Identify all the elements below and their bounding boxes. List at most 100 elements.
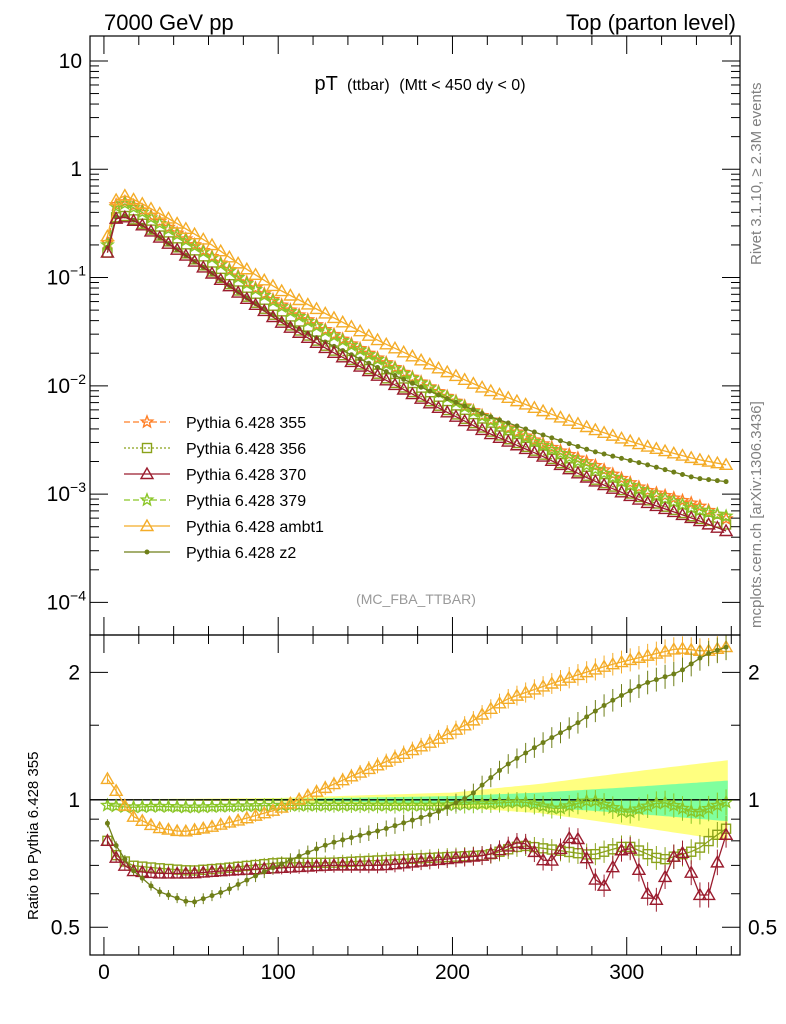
data-point (470, 407, 476, 413)
data-point (169, 242, 185, 255)
data-point (518, 441, 533, 455)
ratio-point (279, 861, 285, 867)
ratio-point (649, 646, 664, 659)
data-point (483, 413, 499, 428)
data-point (221, 263, 237, 278)
data-point (584, 446, 590, 452)
ratio-point (291, 859, 307, 873)
data-point (457, 413, 472, 427)
ratio-point (526, 796, 542, 811)
data-point (587, 461, 603, 476)
data-point (657, 491, 673, 506)
data-point (679, 471, 685, 477)
data-point (126, 192, 141, 205)
data-point (326, 328, 342, 343)
ratio-point (143, 817, 159, 831)
ratio-point (579, 850, 594, 864)
data-point (413, 352, 429, 366)
data-point (718, 457, 734, 471)
data-point (291, 308, 307, 323)
ratio-point (558, 730, 564, 736)
data-point (274, 298, 290, 314)
data-point (187, 226, 202, 240)
ratio-point (126, 809, 141, 822)
data-point (509, 437, 525, 451)
data-point (230, 285, 246, 298)
legend-entry: Pythia 6.428 356 (124, 441, 306, 458)
main-plot: 10 1 10−1 10−2 10−3 10−4 (47, 35, 741, 636)
xtick-label: 200 (435, 961, 470, 984)
ratio-point (204, 864, 220, 878)
ratio-point (610, 697, 616, 703)
data-point (535, 435, 551, 451)
data-point (527, 445, 542, 458)
data-point (697, 476, 703, 482)
ratio-point (623, 841, 638, 854)
data-point (352, 340, 368, 356)
data-point (500, 420, 516, 435)
ratio-point (457, 849, 472, 863)
ratio-point (657, 644, 673, 657)
data-point (562, 461, 577, 475)
data-point (317, 323, 333, 338)
data-point (239, 261, 255, 275)
data-point (570, 465, 586, 479)
data-point (474, 422, 490, 436)
data-point (674, 496, 691, 512)
data-point (692, 498, 708, 513)
ratio-point (218, 890, 224, 896)
data-point (657, 443, 673, 457)
data-point (623, 488, 638, 502)
data-point (335, 331, 351, 346)
ratio-point (584, 714, 590, 720)
legend-entry: Pythia 6.428 379 (124, 492, 306, 510)
ratio-point (552, 800, 569, 815)
data-point (300, 313, 316, 328)
ytick-label: 1 (70, 158, 82, 181)
ratio-point (666, 797, 682, 812)
data-point (370, 368, 385, 381)
data-point (570, 416, 586, 430)
ratio-point (605, 799, 621, 815)
data-point (596, 425, 612, 439)
data-point (692, 513, 708, 527)
data-point (247, 281, 264, 297)
ratio-point (627, 688, 633, 694)
ratio-point (561, 798, 577, 813)
data-point (605, 428, 620, 441)
ratio-point (509, 835, 525, 849)
legend-label: Pythia 6.428 355 (186, 415, 306, 432)
ratio-point (596, 796, 612, 811)
ratio-ylabel: Ratio to Pythia 6.428 355 (25, 752, 42, 920)
ratio-point (666, 642, 681, 655)
data-point (675, 448, 690, 461)
ratio-point (710, 854, 725, 868)
ratio-point (152, 820, 167, 834)
data-point (291, 306, 307, 322)
data-point (614, 484, 629, 498)
ratio-point (226, 886, 232, 892)
ratio-point (470, 790, 476, 796)
data-point (535, 403, 551, 417)
data-point (196, 232, 211, 245)
ratio-point (135, 813, 150, 827)
data-point (387, 361, 403, 376)
analysis-label: (MC_FBA_TTBAR) (356, 591, 476, 607)
data-point (561, 449, 577, 464)
ratio-point (196, 865, 211, 878)
data-point (518, 397, 533, 410)
data-point (645, 462, 651, 468)
ratio-point (396, 855, 411, 869)
data-point (282, 302, 298, 317)
ratio-point (553, 841, 568, 855)
ratio-point (623, 652, 638, 666)
ratio-point (152, 866, 167, 879)
data-point (462, 403, 468, 409)
data-point (501, 390, 516, 403)
legend-label: Pythia 6.428 370 (186, 467, 306, 484)
data-point (143, 201, 159, 214)
ratio-point (488, 775, 494, 781)
ratio-point (596, 878, 612, 891)
ratio-point (706, 651, 712, 657)
data-point (636, 460, 642, 466)
